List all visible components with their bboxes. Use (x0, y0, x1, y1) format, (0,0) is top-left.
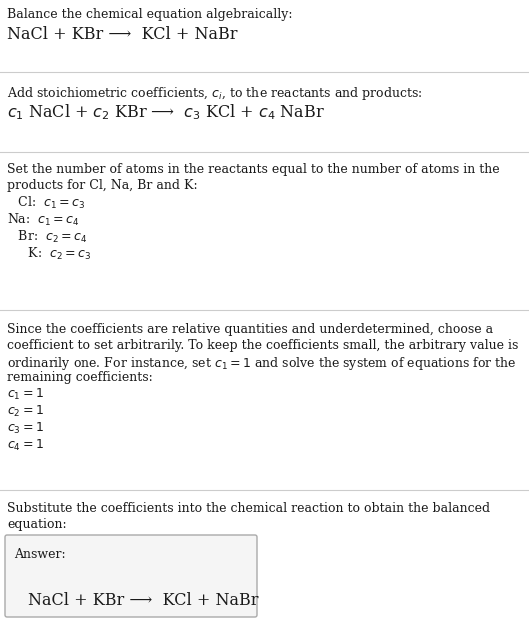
Text: $c_4 = 1$: $c_4 = 1$ (7, 438, 44, 453)
Text: NaCl + KBr ⟶  KCl + NaBr: NaCl + KBr ⟶ KCl + NaBr (28, 592, 259, 609)
Text: Add stoichiometric coefficients, $c_i$, to the reactants and products:: Add stoichiometric coefficients, $c_i$, … (7, 85, 423, 102)
Text: Answer:: Answer: (14, 548, 66, 561)
Text: Br:  $c_2 = c_4$: Br: $c_2 = c_4$ (14, 229, 87, 245)
Text: $c_1 = 1$: $c_1 = 1$ (7, 387, 44, 402)
Text: Substitute the coefficients into the chemical reaction to obtain the balanced: Substitute the coefficients into the che… (7, 502, 490, 515)
Text: $c_1$ NaCl + $c_2$ KBr ⟶  $c_3$ KCl + $c_4$ NaBr: $c_1$ NaCl + $c_2$ KBr ⟶ $c_3$ KCl + $c_… (7, 102, 325, 121)
Text: ordinarily one. For instance, set $c_1 = 1$ and solve the system of equations fo: ordinarily one. For instance, set $c_1 =… (7, 355, 517, 372)
Text: Balance the chemical equation algebraically:: Balance the chemical equation algebraica… (7, 8, 293, 21)
Text: K:  $c_2 = c_3$: K: $c_2 = c_3$ (20, 246, 92, 262)
Text: Na:  $c_1 = c_4$: Na: $c_1 = c_4$ (7, 212, 79, 228)
Text: equation:: equation: (7, 518, 67, 531)
Text: coefficient to set arbitrarily. To keep the coefficients small, the arbitrary va: coefficient to set arbitrarily. To keep … (7, 339, 518, 352)
FancyBboxPatch shape (5, 535, 257, 617)
Text: remaining coefficients:: remaining coefficients: (7, 371, 153, 384)
Text: Cl:  $c_1 = c_3$: Cl: $c_1 = c_3$ (14, 195, 86, 211)
Text: products for Cl, Na, Br and K:: products for Cl, Na, Br and K: (7, 179, 198, 192)
Text: Since the coefficients are relative quantities and underdetermined, choose a: Since the coefficients are relative quan… (7, 323, 493, 336)
Text: Set the number of atoms in the reactants equal to the number of atoms in the: Set the number of atoms in the reactants… (7, 163, 499, 176)
Text: $c_2 = 1$: $c_2 = 1$ (7, 404, 44, 419)
Text: NaCl + KBr ⟶  KCl + NaBr: NaCl + KBr ⟶ KCl + NaBr (7, 26, 238, 43)
Text: $c_3 = 1$: $c_3 = 1$ (7, 421, 44, 436)
